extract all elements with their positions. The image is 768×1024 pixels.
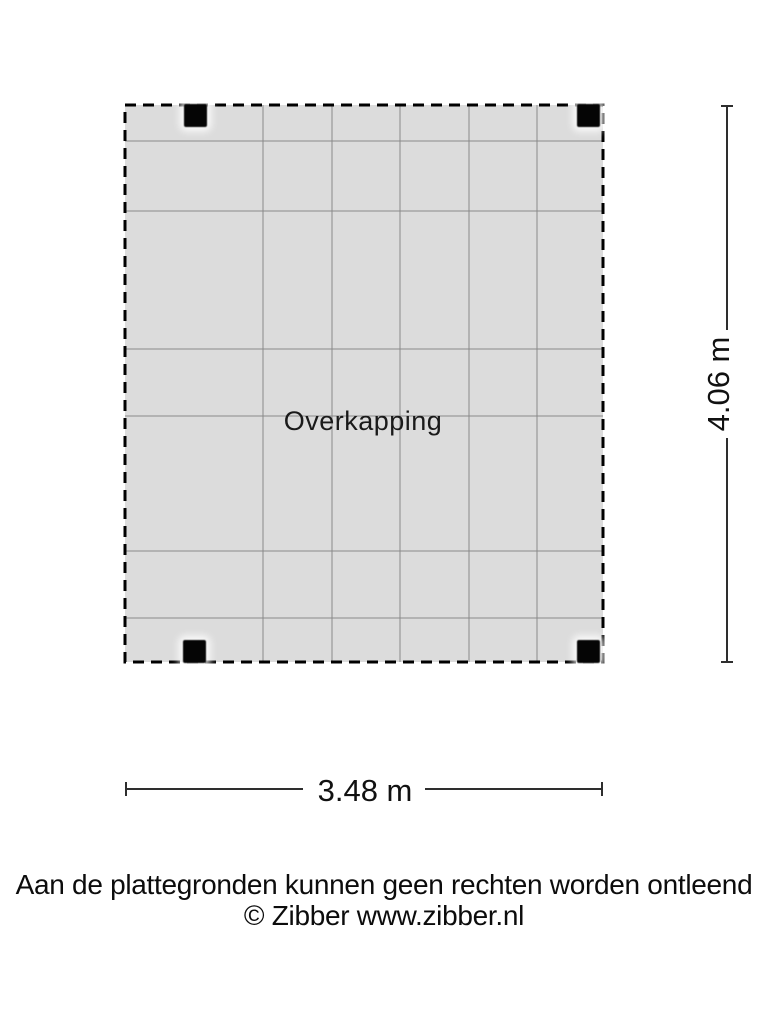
post-top-left: [184, 104, 207, 127]
post-top-right: [577, 104, 600, 127]
width-dimension-line-left-segment: [125, 788, 303, 790]
height-dimension-line-lower-segment: [726, 438, 728, 662]
height-dimension-bottom-cap: [721, 661, 733, 663]
post-bottom-left: [183, 640, 206, 663]
height-dimension-top-cap: [721, 105, 733, 107]
disclaimer: Aan de plattegronden kunnen geen rechten…: [0, 869, 768, 931]
width-dimension-left-cap: [125, 782, 127, 796]
disclaimer-line-2: © Zibber www.zibber.nl: [243, 900, 525, 931]
post-bottom-right: [577, 640, 600, 663]
height-dimension-label: 4.06 m: [701, 336, 736, 432]
height-dimension-line-upper-segment: [726, 106, 728, 330]
disclaimer-line-1: Aan de plattegronden kunnen geen rechten…: [15, 869, 753, 900]
room-label: Overkapping: [283, 406, 443, 436]
width-dimension-right-cap: [601, 782, 603, 796]
width-dimension-label: 3.48 m: [317, 773, 413, 808]
width-dimension-line-right-segment: [425, 788, 603, 790]
